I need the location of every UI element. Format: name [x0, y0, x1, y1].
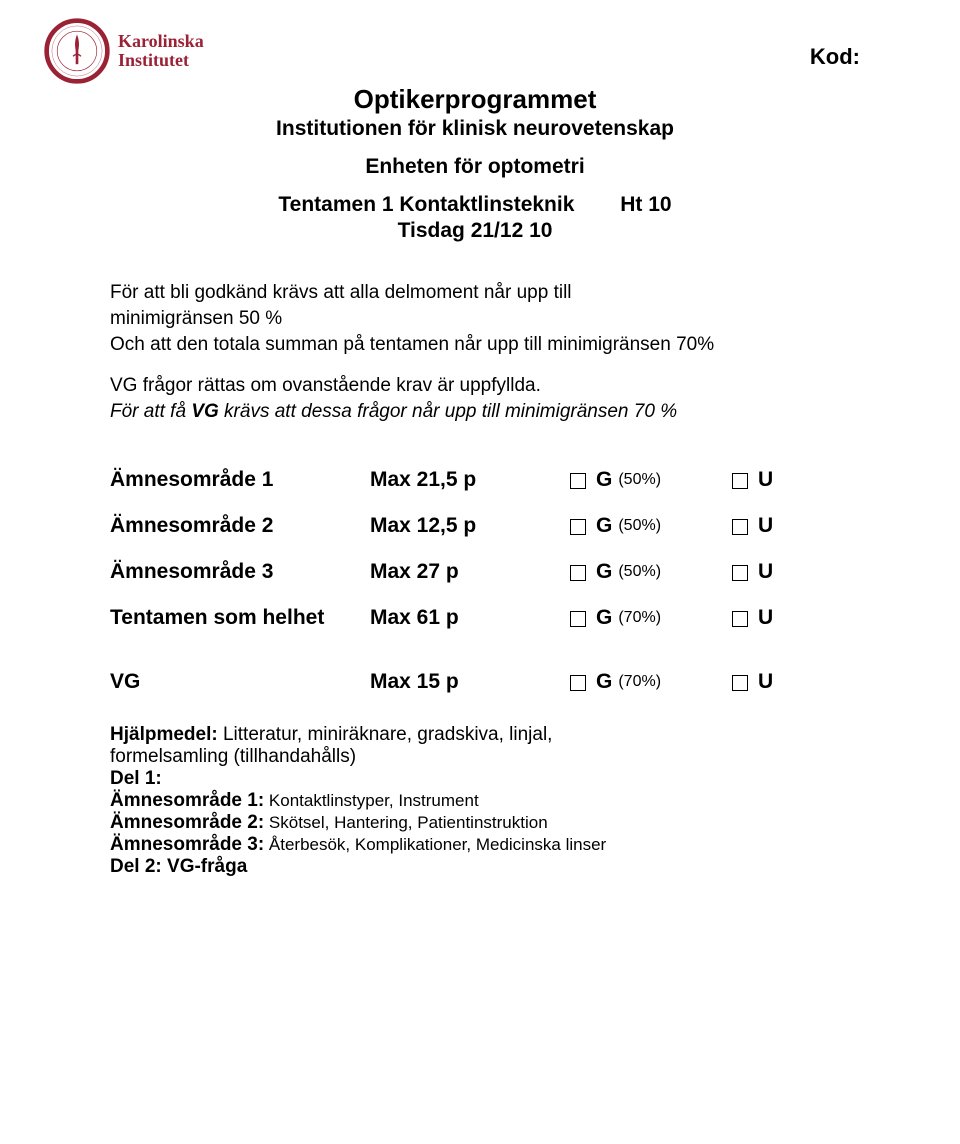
unit-line: Enheten för optometri — [80, 155, 870, 179]
page: Karolinska Institutet Kod: Optikerprogra… — [0, 0, 960, 1144]
g-label: G — [596, 560, 612, 584]
area1-line: Ämnesområde 1: Kontaktlinstyper, Instrum… — [110, 790, 870, 812]
seal-icon — [44, 18, 110, 84]
program-title: Optikerprogrammet — [80, 84, 870, 115]
checkbox-icon — [732, 675, 748, 691]
institution-logo: Karolinska Institutet — [44, 18, 204, 84]
checkbox-icon — [570, 611, 586, 627]
grade-table: Ämnesområde 1 Max 21,5 p G (50%) U Ämnes… — [110, 468, 870, 694]
grade-max: Max 15 p — [370, 670, 570, 694]
kod-label: Kod: — [810, 44, 860, 70]
g-pct: (50%) — [618, 471, 661, 489]
a2-lead: Ämnesområde 2: — [110, 812, 264, 833]
intro-line1: För att bli godkänd krävs att alla delmo… — [110, 281, 870, 305]
grade-max: Max 27 p — [370, 560, 570, 584]
grade-row: Ämnesområde 3 Max 27 p G (50%) U — [110, 560, 870, 584]
area2-line: Ämnesområde 2: Skötsel, Hantering, Patie… — [110, 812, 870, 834]
a3-lead: Ämnesområde 3: — [110, 834, 264, 855]
grade-max: Max 21,5 p — [370, 468, 570, 492]
grade-g-cell: G (70%) — [570, 670, 732, 694]
grade-u-cell: U — [732, 670, 822, 694]
grade-label: Ämnesområde 1 — [110, 468, 370, 492]
a3-trail: Återbesök, Komplikationer, Medicinska li… — [264, 835, 606, 854]
checkbox-icon — [570, 675, 586, 691]
vg-line2: För att få VG krävs att dessa frågor når… — [110, 400, 870, 424]
checkbox-icon — [732, 565, 748, 581]
intro-line2: minimigränsen 50 % — [110, 307, 870, 331]
grade-label: Ämnesområde 2 — [110, 514, 370, 538]
grade-max: Max 61 p — [370, 606, 570, 630]
grade-u-cell: U — [732, 606, 822, 630]
grade-max: Max 12,5 p — [370, 514, 570, 538]
g-label: G — [596, 468, 612, 492]
checkbox-icon — [570, 565, 586, 581]
vg-line1: VG frågor rättas om ovanstående krav är … — [110, 374, 870, 398]
g-pct: (70%) — [618, 673, 661, 691]
institution-name-line2: Institutet — [118, 51, 204, 70]
a1-lead: Ämnesområde 1: — [110, 790, 264, 811]
g-pct: (50%) — [618, 563, 661, 581]
vg2-prefix: För att få — [110, 401, 191, 422]
aids-line1: Hjälpmedel: Litteratur, miniräknare, gra… — [110, 724, 870, 746]
g-label: G — [596, 670, 612, 694]
grade-g-cell: G (50%) — [570, 560, 732, 584]
g-label: G — [596, 606, 612, 630]
document-header: Optikerprogrammet Institutionen för klin… — [80, 84, 870, 243]
u-label: U — [758, 670, 773, 694]
aids-text2: formelsamling (tillhandahålls) — [110, 746, 870, 768]
u-label: U — [758, 606, 773, 630]
g-label: G — [596, 514, 612, 538]
institution-name-line1: Karolinska — [118, 32, 204, 51]
g-pct: (50%) — [618, 517, 661, 535]
grade-g-cell: G (70%) — [570, 606, 732, 630]
grade-row-vg: VG Max 15 p G (70%) U — [110, 670, 870, 694]
grade-g-cell: G (50%) — [570, 514, 732, 538]
checkbox-icon — [570, 473, 586, 489]
grade-label: Ämnesområde 3 — [110, 560, 370, 584]
checkbox-icon — [570, 519, 586, 535]
date-line: Tisdag 21/12 10 — [80, 219, 870, 243]
a1-trail: Kontaktlinstyper, Instrument — [264, 791, 479, 810]
grade-u-cell: U — [732, 560, 822, 584]
aids-text1: Litteratur, miniräknare, gradskiva, linj… — [218, 724, 553, 745]
institution-name: Karolinska Institutet — [118, 32, 204, 70]
grade-label: Tentamen som helhet — [110, 606, 370, 630]
term-label: Ht 10 — [620, 193, 671, 217]
del1-heading: Del 1: — [110, 768, 870, 790]
aids-lead: Hjälpmedel: — [110, 724, 218, 745]
exam-line: Tentamen 1 Kontaktlinsteknik Ht 10 — [80, 193, 870, 217]
area3-line: Ämnesområde 3: Återbesök, Komplikationer… — [110, 834, 870, 856]
exam-name: Tentamen 1 Kontaktlinsteknik — [278, 193, 574, 216]
u-label: U — [758, 468, 773, 492]
u-label: U — [758, 514, 773, 538]
intro-line3: Och att den totala summan på tentamen nå… — [110, 333, 870, 357]
checkbox-icon — [732, 473, 748, 489]
aids-block: Hjälpmedel: Litteratur, miniräknare, gra… — [110, 724, 870, 878]
grade-label: VG — [110, 670, 370, 694]
vg-paragraph: VG frågor rättas om ovanstående krav är … — [110, 374, 870, 424]
vg2-bold: VG — [191, 401, 218, 422]
grade-row: Tentamen som helhet Max 61 p G (70%) U — [110, 606, 870, 630]
grade-row: Ämnesområde 1 Max 21,5 p G (50%) U — [110, 468, 870, 492]
del2-heading: Del 2: VG-fråga — [110, 856, 870, 878]
g-pct: (70%) — [618, 609, 661, 627]
vg2-suffix: krävs att dessa frågor når upp till mini… — [219, 401, 677, 422]
checkbox-icon — [732, 611, 748, 627]
grade-u-cell: U — [732, 514, 822, 538]
grade-row: Ämnesområde 2 Max 12,5 p G (50%) U — [110, 514, 870, 538]
u-label: U — [758, 560, 773, 584]
intro-text: För att bli godkänd krävs att alla delmo… — [110, 281, 870, 424]
a2-trail: Skötsel, Hantering, Patientinstruktion — [264, 813, 547, 832]
checkbox-icon — [732, 519, 748, 535]
grade-u-cell: U — [732, 468, 822, 492]
department-subtitle: Institutionen för klinisk neurovetenskap — [80, 117, 870, 141]
grade-g-cell: G (50%) — [570, 468, 732, 492]
